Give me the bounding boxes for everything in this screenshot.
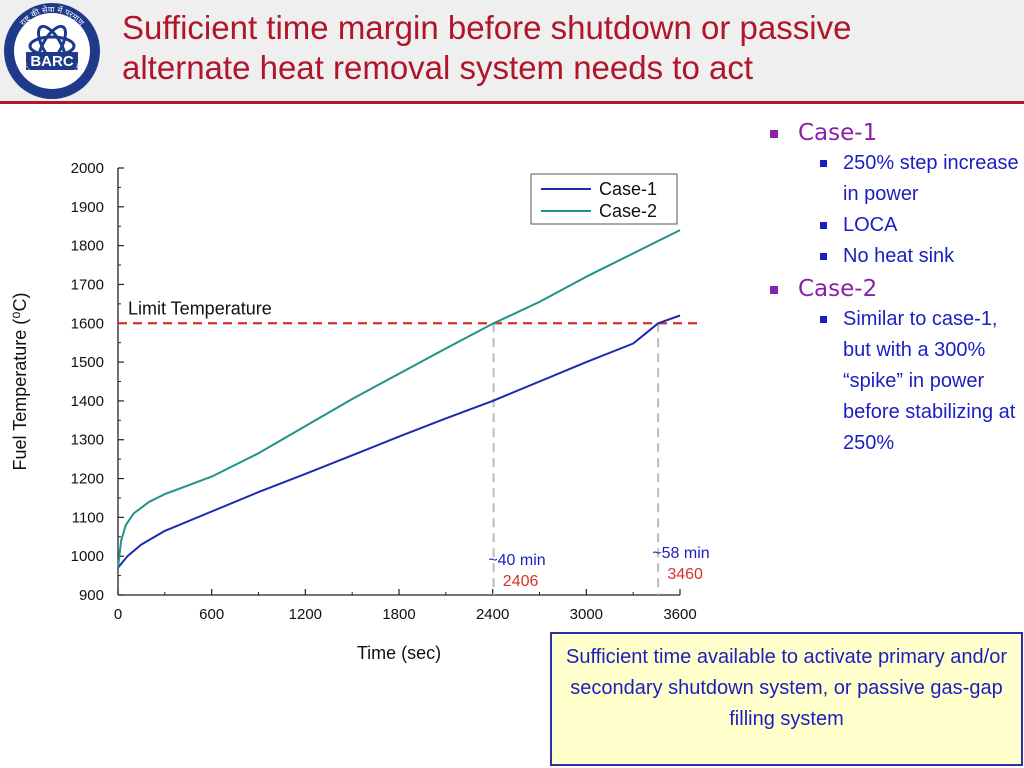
y-tick-label: 1500 xyxy=(71,354,104,371)
x-axis-label: Time (sec) xyxy=(357,643,441,663)
callout-box: Sufficient time available to activate pr… xyxy=(550,632,1023,766)
legend-label: Case-1 xyxy=(599,179,657,199)
x-tick-label: 1800 xyxy=(382,606,415,623)
bullet-label: Case-2 xyxy=(798,276,878,302)
y-tick-label: 1300 xyxy=(71,432,104,449)
y-tick-label: 1100 xyxy=(72,509,104,526)
logo-text: BARC xyxy=(30,53,73,70)
y-axis-label: Fuel Temperature (⁰C) xyxy=(10,293,30,471)
annotation-label: ~40 min xyxy=(488,552,545,569)
x-tick-label: 3000 xyxy=(570,606,603,623)
bullet-square-icon xyxy=(770,130,778,138)
y-tick-label: 1200 xyxy=(71,471,104,488)
legend-label: Case-2 xyxy=(599,201,657,221)
bullet-square-icon xyxy=(820,160,827,167)
bullet-case-1: Case-1 xyxy=(770,118,1020,148)
x-tick-label: 1200 xyxy=(289,606,322,623)
title-line-1: Sufficient time margin before shutdown o… xyxy=(122,9,852,46)
sub-bullet: LOCA xyxy=(820,210,1020,241)
sub-bullet: 250% step increase in power xyxy=(820,148,1020,210)
x-tick-label: 600 xyxy=(199,606,224,623)
temperature-chart: 900 1000 1100 1200 1300 1400 1500 1600 1700 1800 1… xyxy=(10,160,710,663)
series-line-case-2 xyxy=(117,229,681,568)
title-line-2: alternate heat removal system needs to a… xyxy=(122,49,753,86)
bullet-case-2: Case-2 xyxy=(770,274,1020,304)
sub-bullet-text: 250% step increase in power xyxy=(843,152,1019,205)
x-tick-label: 0 xyxy=(114,606,122,623)
y-tick-label: 900 xyxy=(79,587,104,604)
callout-text: Sufficient time available to activate pr… xyxy=(566,646,1007,730)
y-tick-label: 2000 xyxy=(71,160,104,177)
bullet-list: Case-1 250% step increase in power LOCA … xyxy=(770,118,1020,459)
y-tick-label: 1600 xyxy=(71,315,104,332)
annotation-value: 2406 xyxy=(503,573,539,590)
slide-header xyxy=(0,0,1024,103)
limit-label: Limit Temperature xyxy=(128,298,272,318)
sub-bullet-text: No heat sink xyxy=(843,245,955,267)
sub-bullet-text: LOCA xyxy=(843,214,898,236)
page-title: Sufficient time margin before shutdown o… xyxy=(122,8,1012,88)
bullet-square-icon xyxy=(820,316,827,323)
x-tick-label: 2400 xyxy=(476,606,509,623)
annotation-label: ~58 min xyxy=(652,545,709,562)
sub-bullet: No heat sink xyxy=(820,241,1020,272)
y-tick-label: 1800 xyxy=(71,238,104,255)
x-tick-label: 3600 xyxy=(663,606,696,623)
header-rule xyxy=(0,101,1024,104)
bullet-square-icon xyxy=(820,222,827,229)
y-tick-label: 1000 xyxy=(71,548,104,565)
sub-bullet: Similar to case-1, but with a 300% “spik… xyxy=(820,304,1020,459)
bullet-square-icon xyxy=(820,253,827,260)
y-tick-label: 1700 xyxy=(71,276,104,293)
annotation-value: 3460 xyxy=(667,566,703,583)
bullet-label: Case-1 xyxy=(798,120,878,146)
legend-box xyxy=(530,173,678,225)
y-tick-label: 1400 xyxy=(71,393,104,410)
y-tick-label: 1900 xyxy=(71,199,104,216)
sub-bullet-text: Similar to case-1, but with a 300% “spik… xyxy=(843,308,1016,454)
series-line-case-1 xyxy=(117,314,681,569)
barc-atom-logo-icon: BARC ATOMS IN THE SERVICE OF THE NATION … xyxy=(0,0,100,99)
bullet-square-icon xyxy=(770,286,778,294)
